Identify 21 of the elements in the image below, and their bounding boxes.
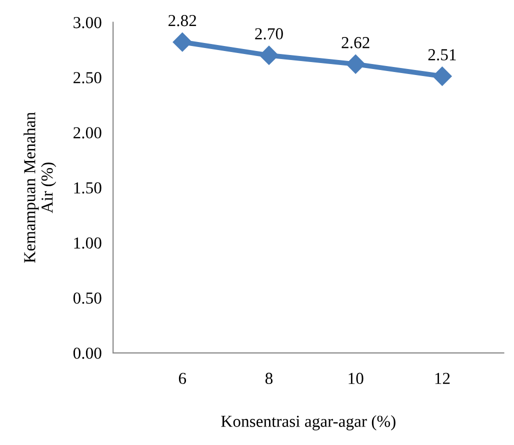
x-tick-label: 12 bbox=[435, 372, 450, 384]
x-tick-label: 10 bbox=[348, 372, 364, 384]
x-tick-label: 8 bbox=[265, 372, 273, 384]
y-tick-label: 2.00 bbox=[74, 127, 102, 138]
point bbox=[432, 66, 452, 86]
y-axis-title: Kemampuan Menahan Air (%) bbox=[24, 112, 56, 263]
y-tick-label: 2.50 bbox=[74, 72, 102, 84]
y-tick-label: 0.00 bbox=[73, 348, 102, 359]
x-axis-title: Konsentrasi agar-agar (%) bbox=[221, 415, 396, 430]
data-label: 2.82 bbox=[168, 14, 196, 26]
data-label: 2.62 bbox=[342, 37, 370, 48]
y-tick-label: 1.50 bbox=[74, 182, 102, 194]
y-tick-label: 0.50 bbox=[73, 292, 102, 304]
x-tick-label: 6 bbox=[178, 372, 186, 384]
data-label: 2.70 bbox=[255, 28, 283, 40]
data-label: 2.51 bbox=[428, 49, 456, 60]
point bbox=[346, 54, 366, 74]
y-tick-label: 3.00 bbox=[74, 16, 102, 28]
y-tick-label: 1.00 bbox=[74, 237, 102, 249]
point bbox=[172, 32, 192, 52]
point bbox=[259, 46, 279, 65]
